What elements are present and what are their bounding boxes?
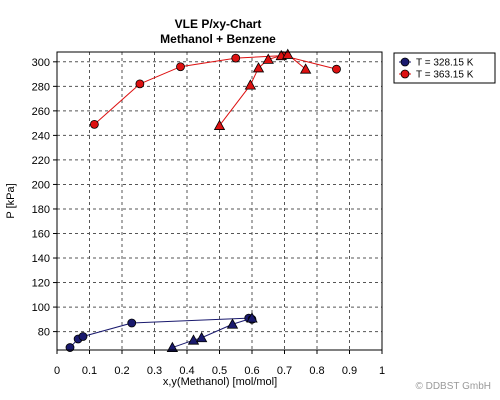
liquid-point xyxy=(89,119,99,129)
liquid-point xyxy=(176,62,185,72)
vapor-point xyxy=(166,341,179,352)
x-tick-label: 0.9 xyxy=(342,365,357,377)
vapor-point xyxy=(187,334,200,345)
x-axis-label: x,y(Methanol) [mol/mol] xyxy=(163,376,277,388)
x-tick-label: 0.4 xyxy=(179,365,194,377)
y-tick-label: 120 xyxy=(32,278,50,290)
copyright-text: © DDBST GmbH xyxy=(415,381,491,392)
series-layer xyxy=(65,48,341,352)
x-tick-label: 0.6 xyxy=(244,365,259,377)
y-tick-label: 80 xyxy=(38,327,50,339)
y-tick-label: 260 xyxy=(32,106,50,118)
chart-subtitle: Methanol + Benzene xyxy=(160,32,276,46)
y-tick-label: 280 xyxy=(32,81,50,93)
vapor-point xyxy=(299,63,312,74)
y-tick-label: 220 xyxy=(32,155,50,167)
y-axis: 80 100 120 140 160 180 200 220 240 260 280 300 xyxy=(32,57,57,339)
x-tick-label: 0.1 xyxy=(82,365,97,377)
vapor-point xyxy=(213,119,226,130)
legend-marker xyxy=(400,69,410,79)
legend-label: T = 363.15 K xyxy=(416,70,474,81)
vapor-point xyxy=(262,53,274,64)
liquid-point xyxy=(332,64,341,74)
x-axis: 0 0.1 0.2 0.3 0.4 0.5 0.6 0.7 0.8 0.9 1 xyxy=(54,350,385,377)
vapor-point xyxy=(195,331,208,343)
y-tick-label: 100 xyxy=(32,302,50,314)
liquid-point xyxy=(78,332,88,341)
y-axis-label: P [kPa] xyxy=(5,183,17,218)
liquid-point xyxy=(127,318,137,328)
y-tick-label: 140 xyxy=(32,253,50,265)
legend: T = 328.15 KT = 363.15 K xyxy=(393,52,496,84)
series-0 xyxy=(65,312,258,352)
vapor-point xyxy=(226,318,239,329)
liquid-point xyxy=(135,79,145,89)
series-1 xyxy=(89,48,341,130)
x-tick-label: 0.7 xyxy=(277,365,292,377)
y-tick-label: 200 xyxy=(32,179,50,191)
y-tick-label: 180 xyxy=(32,204,50,216)
x-tick-label: 0.3 xyxy=(147,365,162,377)
y-tick-label: 240 xyxy=(32,130,50,142)
legend-marker xyxy=(400,57,410,67)
vapor-point xyxy=(252,62,265,73)
x-tick-label: 0.8 xyxy=(309,365,324,377)
chart-title: VLE P/xy-Chart xyxy=(175,17,262,31)
legend-label: T = 328.15 K xyxy=(416,58,474,69)
x-tick-label: 1 xyxy=(379,365,385,377)
x-tick-label: 0.5 xyxy=(212,365,227,377)
vapor-point xyxy=(244,79,257,90)
liquid-point xyxy=(231,53,241,63)
x-tick-label: 0.2 xyxy=(114,365,129,377)
legend-box xyxy=(393,52,496,84)
x-tick-label: 0 xyxy=(54,365,60,377)
vapor-point xyxy=(282,48,294,59)
vapor-point xyxy=(246,312,258,323)
y-tick-label: 160 xyxy=(32,228,50,240)
y-tick-label: 300 xyxy=(32,57,50,69)
grid xyxy=(57,52,382,350)
